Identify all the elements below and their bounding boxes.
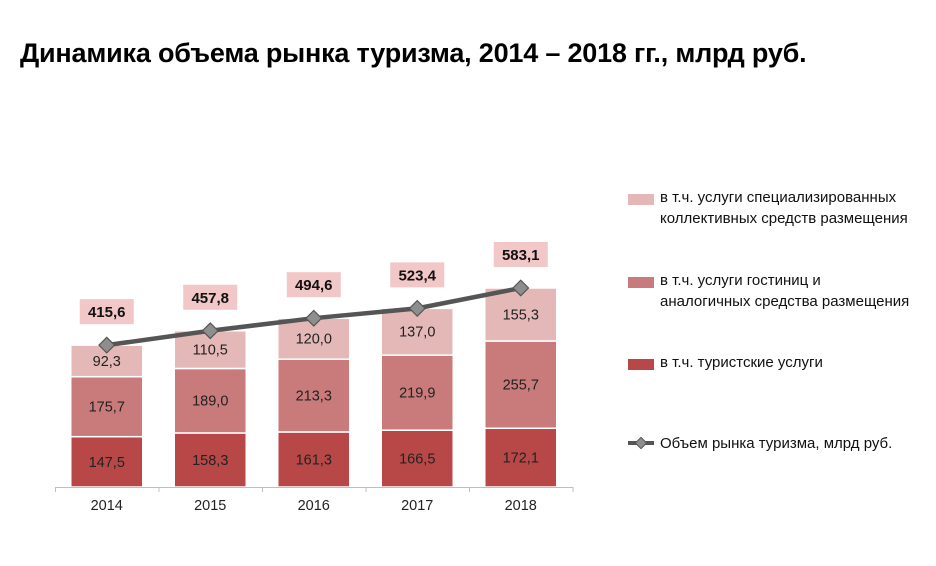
total-marker — [305, 309, 323, 327]
bar-segment-specialized — [484, 287, 558, 342]
segment-value-label: 213,3 — [296, 389, 332, 405]
bar-segment-tourist_services — [277, 431, 351, 488]
bar-segment-hotels — [484, 340, 558, 430]
chart-title: Динамика объема рынка туризма, 2014 – 20… — [20, 38, 807, 68]
x-tick-label: 2016 — [298, 498, 330, 514]
bar-segment-tourist_services — [484, 427, 558, 488]
labels-group: 147,5 175,7 92,3 158,3 189,0 110,5 161,3 213,3 1… — [79, 241, 548, 471]
segment-value-label: 189,0 — [192, 394, 228, 410]
total-label-box — [493, 241, 548, 267]
bar-segment-hotels — [380, 354, 454, 431]
total-value-label: 583,1 — [502, 247, 540, 264]
total-value-label: 457,8 — [191, 290, 229, 307]
legend-label-total: Объем рынка туризма, млрд руб. — [660, 435, 893, 452]
total-label-box — [183, 284, 238, 310]
segment-value-label: 158,3 — [192, 453, 228, 469]
segment-value-label: 255,7 — [503, 378, 539, 394]
x-tick-label: 2018 — [505, 498, 537, 514]
legend-line-marker-icon — [628, 437, 654, 449]
bar-segment-specialized — [173, 330, 247, 370]
legend-swatch-hotels — [628, 277, 654, 288]
segment-value-label: 166,5 — [399, 452, 435, 468]
total-label-box — [79, 299, 134, 325]
total-marker — [512, 279, 530, 297]
bar-segment-tourist_services — [70, 435, 144, 488]
total-label-box — [390, 262, 445, 288]
total-value-label: 494,6 — [295, 277, 333, 294]
segment-value-label: 155,3 — [503, 307, 539, 323]
legend-label-tourist-services: в т.ч. туристские услуги — [660, 354, 823, 371]
segment-value-label: 137,0 — [399, 325, 435, 341]
segment-value-label: 147,5 — [89, 455, 125, 471]
x-axis: 2014 2015 2016 2017 2018 — [55, 487, 574, 514]
total-label-box — [286, 272, 341, 298]
segment-value-label: 120,0 — [296, 332, 332, 348]
legend-label-hotels: в т.ч. услуги гостиниц и аналогичных сре… — [660, 272, 910, 310]
x-tick-label: 2015 — [194, 498, 226, 514]
total-value-label: 415,6 — [88, 304, 126, 321]
legend-swatch-tourist-services — [628, 359, 654, 370]
segment-value-label: 219,9 — [399, 386, 435, 402]
segment-value-label: 161,3 — [296, 452, 332, 468]
x-tick-label: 2017 — [401, 498, 433, 514]
total-marker — [201, 322, 219, 340]
bar-segment-hotels — [173, 367, 247, 434]
segment-value-label: 175,7 — [89, 400, 125, 416]
x-tick-label: 2014 — [91, 498, 123, 514]
total-line-group — [98, 279, 530, 354]
total-value-label: 523,4 — [398, 267, 436, 284]
legend-label-specialized: в т.ч. услуги специализированных коллект… — [660, 189, 908, 227]
total-marker — [98, 336, 116, 354]
legend-swatch-specialized — [628, 194, 654, 205]
bar-segment-hotels — [277, 358, 351, 433]
segment-value-label: 110,5 — [193, 343, 228, 359]
segment-value-label: 92,3 — [93, 354, 121, 370]
segment-value-label: 172,1 — [503, 451, 539, 467]
total-marker — [408, 299, 426, 317]
